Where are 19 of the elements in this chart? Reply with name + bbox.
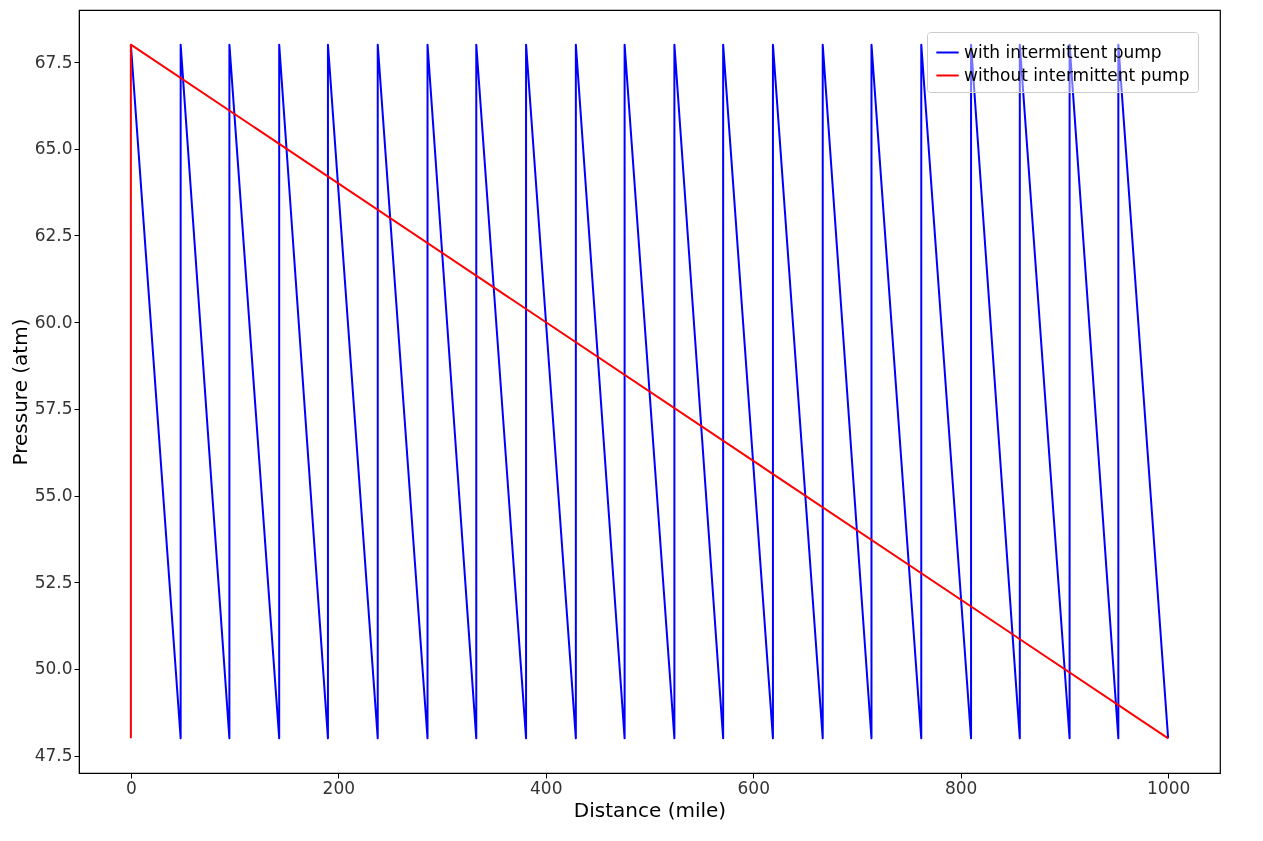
x-tick-label: 0 (125, 777, 137, 798)
x-tick-label: 600 (737, 777, 770, 798)
y-tick-label: 67.5 (34, 51, 73, 72)
y-tick-label: 65.0 (34, 138, 73, 159)
legend-label: without intermittent pump (964, 64, 1190, 85)
x-axis-title: Distance (mile) (573, 797, 727, 822)
x-tick-label: 400 (530, 777, 563, 798)
legend-label: with intermittent pump (964, 41, 1162, 62)
x-tick-label: 800 (944, 777, 978, 798)
y-tick-label: 52.5 (34, 571, 73, 592)
y-tick-label: 60.0 (34, 311, 73, 332)
x-tick-label: 200 (322, 777, 356, 798)
y-tick-label: 50.0 (34, 658, 73, 679)
y-tick-label: 55.0 (34, 485, 73, 506)
y-axis-title: Pressure (atm) (7, 318, 32, 466)
y-tick-label: 47.5 (34, 745, 73, 766)
x-tick-label: 1000 (1147, 777, 1191, 798)
y-tick-label: 57.5 (34, 398, 73, 419)
y-tick-label: 62.5 (34, 224, 73, 245)
